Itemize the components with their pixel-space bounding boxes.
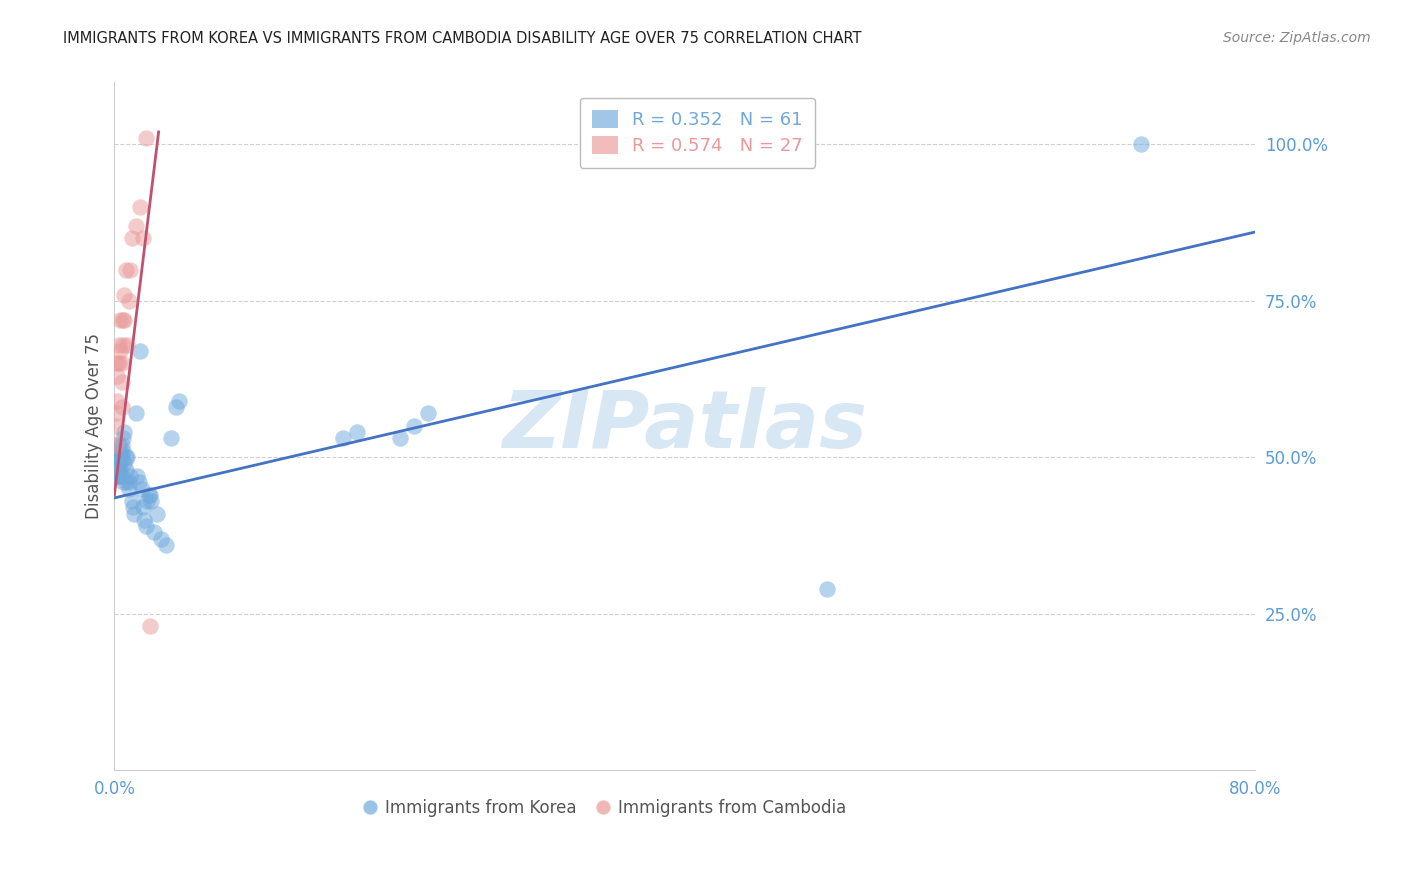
Point [110, 400, 132, 414]
Point [115, 450, 138, 465]
Point [127, 469, 149, 483]
Point [111, 444, 134, 458]
Point [112, 287, 135, 301]
Point [155, 538, 177, 552]
Point [160, 432, 183, 446]
Point [402, 419, 425, 434]
Point [146, 507, 169, 521]
Point [167, 393, 190, 408]
Point [108, 312, 131, 326]
Point [416, 406, 439, 420]
Point [105, 463, 128, 477]
Point [150, 532, 173, 546]
Text: IMMIGRANTS FROM KOREA VS IMMIGRANTS FROM CAMBODIA DISABILITY AGE OVER 75 CORRELA: IMMIGRANTS FROM KOREA VS IMMIGRANTS FROM… [63, 31, 862, 46]
Legend: Immigrants from Korea, Immigrants from Cambodia: Immigrants from Korea, Immigrants from C… [357, 792, 853, 823]
Point [108, 457, 131, 471]
Point [111, 337, 134, 351]
Point [120, 469, 142, 483]
Point [139, 488, 162, 502]
Point [388, 432, 411, 446]
Point [134, 513, 156, 527]
Point [107, 457, 129, 471]
Point [107, 438, 129, 452]
Point [114, 450, 136, 465]
Point [118, 475, 141, 490]
Point [125, 219, 148, 233]
Point [107, 450, 129, 465]
Point [105, 393, 128, 408]
Point [1129, 137, 1152, 152]
Point [112, 312, 135, 326]
Point [121, 494, 143, 508]
Point [129, 200, 152, 214]
Point [128, 475, 150, 490]
Point [107, 337, 129, 351]
Point [125, 406, 148, 420]
Point [111, 475, 134, 490]
Point [104, 419, 127, 434]
Y-axis label: Disability Age Over 75: Disability Age Over 75 [86, 333, 103, 519]
Point [165, 400, 187, 414]
Point [815, 582, 838, 596]
Point [110, 469, 132, 483]
Point [143, 525, 166, 540]
Point [104, 457, 127, 471]
Point [346, 425, 368, 440]
Point [112, 425, 135, 440]
Point [115, 337, 138, 351]
Text: Source: ZipAtlas.com: Source: ZipAtlas.com [1223, 31, 1371, 45]
Point [138, 488, 160, 502]
Point [141, 494, 163, 508]
Point [108, 463, 131, 477]
Point [110, 375, 132, 389]
Point [121, 231, 143, 245]
Point [105, 356, 128, 370]
Point [107, 463, 129, 477]
Point [332, 432, 354, 446]
Point [114, 262, 136, 277]
Text: ZIPatlas: ZIPatlas [502, 387, 868, 465]
Point [108, 343, 131, 358]
Point [105, 469, 128, 483]
Point [139, 619, 162, 633]
Point [114, 475, 136, 490]
Point [124, 507, 146, 521]
Point [105, 444, 128, 458]
Point [105, 450, 128, 465]
Point [110, 438, 132, 452]
Point [132, 231, 155, 245]
Point [122, 500, 145, 515]
Point [111, 432, 134, 446]
Point [110, 356, 132, 370]
Point [104, 450, 127, 465]
Point [114, 463, 136, 477]
Point [107, 469, 129, 483]
Point [118, 482, 141, 496]
Point [108, 444, 131, 458]
Point [120, 262, 142, 277]
Point [104, 469, 127, 483]
Point [132, 500, 155, 515]
Point [135, 131, 157, 145]
Point [105, 368, 128, 383]
Point [110, 450, 132, 465]
Point [111, 312, 134, 326]
Point [135, 519, 157, 533]
Point [118, 293, 141, 308]
Point [104, 406, 127, 420]
Point [112, 457, 135, 471]
Point [136, 494, 159, 508]
Point [107, 356, 129, 370]
Point [104, 463, 127, 477]
Point [131, 482, 153, 496]
Point [104, 438, 127, 452]
Point [129, 343, 152, 358]
Point [105, 457, 128, 471]
